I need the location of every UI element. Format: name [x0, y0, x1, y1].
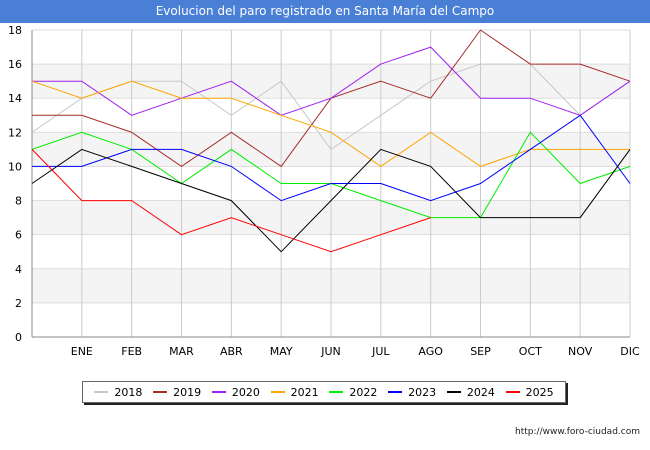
- x-tick-label: NOV: [568, 345, 593, 358]
- x-tick-label: OCT: [519, 345, 542, 358]
- legend: 2018 2019 2020 2021 2022 2023 2024 2025: [82, 381, 566, 403]
- legend-item-2024: 2024: [446, 385, 495, 399]
- series-line-2025: [31, 149, 431, 253]
- legend-item-2018: 2018: [94, 386, 142, 399]
- legend-item-2025: 2025: [505, 385, 554, 399]
- legend-item-2022: 2022: [329, 386, 377, 399]
- legend-label: 2018: [114, 385, 143, 399]
- y-tick-label: 6: [15, 229, 22, 242]
- legend-swatch: [329, 391, 344, 393]
- x-tick-label: JUN: [320, 345, 341, 358]
- series-lines: [31, 29, 631, 253]
- source-url: http://www.foro-ciudad.com: [515, 427, 640, 437]
- legend-item-2019: 2019: [153, 386, 201, 399]
- x-tick-label: MAY: [270, 345, 293, 358]
- legend-swatch: [446, 391, 461, 393]
- legend-item-2020: 2020: [211, 385, 260, 399]
- y-tick-label: 12: [8, 126, 22, 139]
- legend-swatch: [94, 391, 109, 393]
- x-tick-label: SEP: [470, 345, 491, 358]
- legend-label: 2023: [408, 385, 437, 399]
- y-tick-label: 10: [8, 160, 22, 173]
- legend-label: 2024: [466, 385, 495, 399]
- legend-label: 2021: [290, 385, 319, 399]
- legend-swatch: [153, 391, 168, 393]
- chart-title: Evolucion del paro registrado en Santa M…: [0, 0, 650, 23]
- x-tick-label: DIC: [620, 345, 640, 358]
- x-tick-label: JUL: [371, 345, 390, 358]
- x-tick-label: ENE: [71, 345, 93, 358]
- y-tick-labels: 0 2 4 6 8 10 12 14 16 18: [8, 24, 22, 344]
- legend-label: 2020: [231, 385, 260, 399]
- series-line-2023: [32, 114, 631, 202]
- x-tick-label: ABR: [220, 345, 243, 358]
- y-tick-label: 18: [8, 24, 22, 37]
- series-line-2024: [31, 148, 631, 253]
- x-tick-label: AGO: [418, 345, 443, 358]
- y-tick-label: 8: [15, 195, 22, 208]
- legend-item-2021: 2021: [270, 385, 319, 399]
- legend-label: 2025: [525, 385, 554, 399]
- legend-label: 2019: [173, 385, 202, 399]
- legend-swatch: [270, 391, 285, 393]
- y-tick-label: 16: [8, 58, 22, 71]
- y-tick-label: 14: [8, 92, 22, 105]
- x-tick-label: FEB: [121, 345, 142, 358]
- legend-swatch: [505, 391, 520, 393]
- x-tick-labels: ENE FEB MAR ABR MAY JUN JUL AGO SEP OCT NOV DIC: [71, 345, 640, 358]
- legend-item-2023: 2023: [388, 386, 436, 399]
- series-line-2020: [32, 46, 631, 116]
- y-tick-label: 4: [15, 263, 22, 276]
- legend-swatch: [388, 391, 403, 393]
- y-tick-label: 0: [15, 331, 22, 344]
- legend-label: 2022: [349, 385, 378, 399]
- x-tick-label: MAR: [169, 345, 194, 358]
- y-tick-label: 2: [15, 297, 22, 310]
- legend-swatch: [211, 391, 226, 393]
